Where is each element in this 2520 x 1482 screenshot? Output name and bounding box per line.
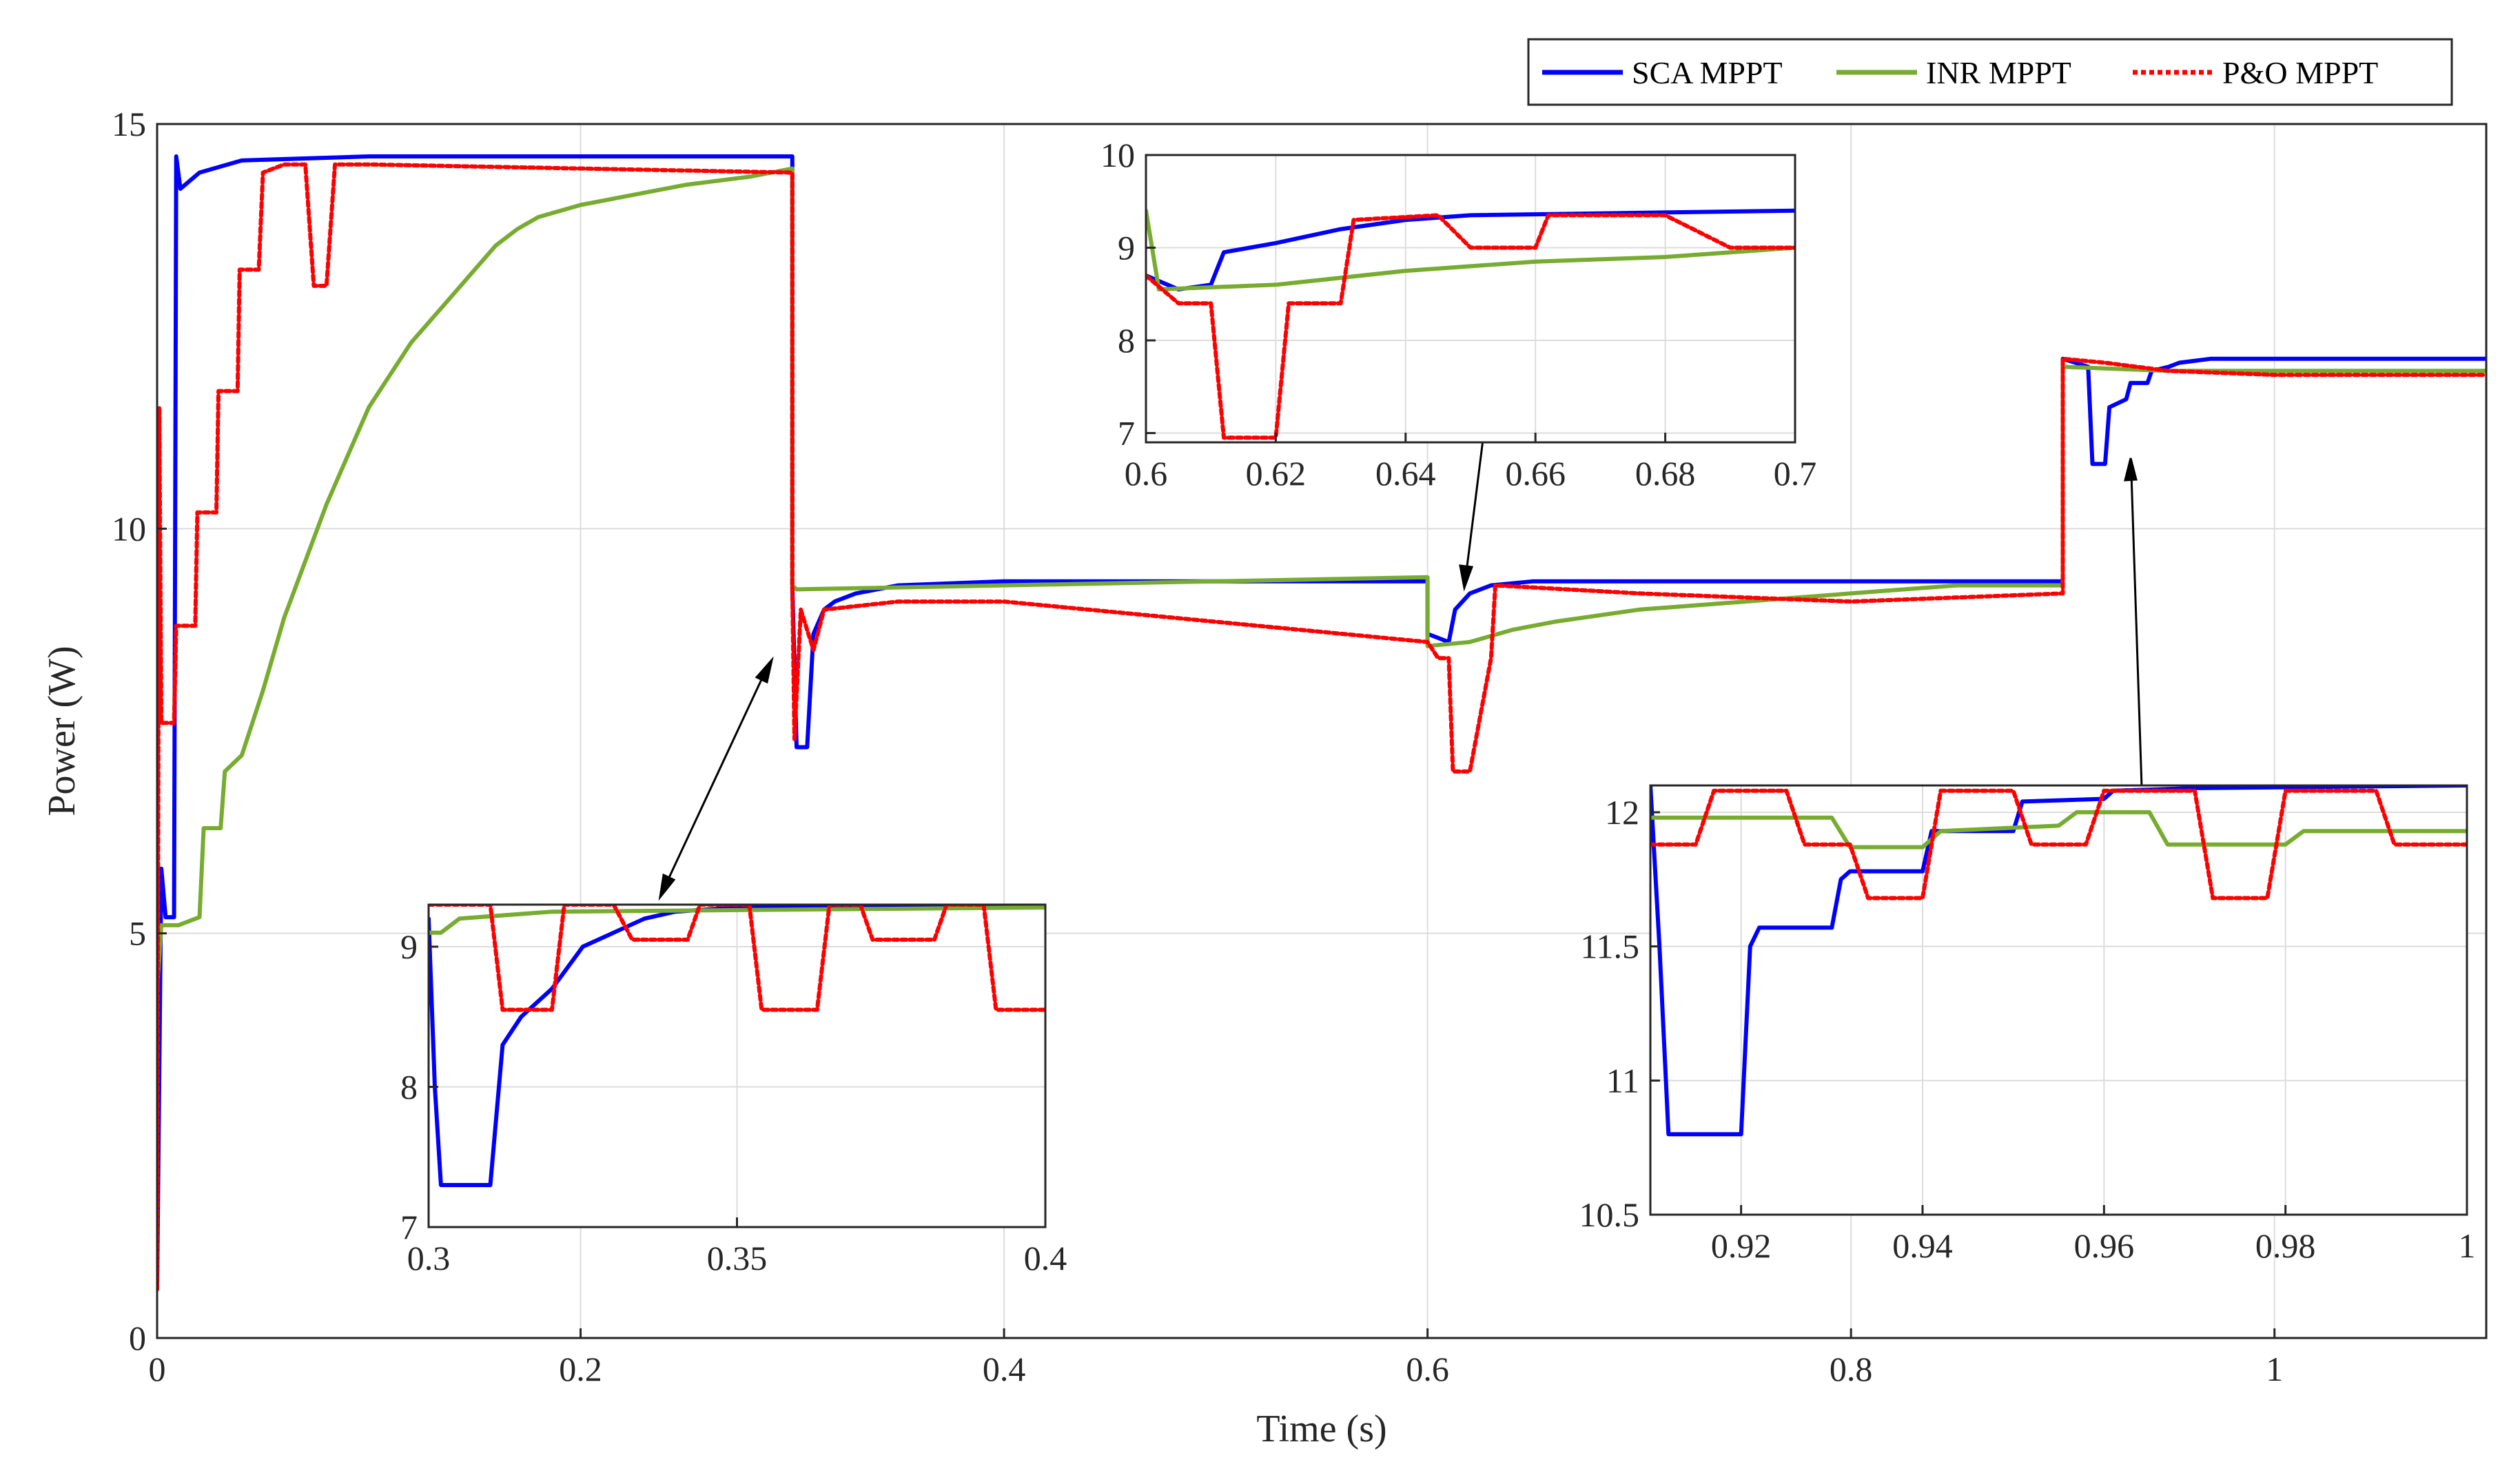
legend: SCA MPPT INR MPPT P&O MPPT xyxy=(1527,38,2453,106)
main-series-group xyxy=(157,154,2486,1292)
inset-3-x-tick-label: 0.96 xyxy=(2074,1226,2135,1265)
inset-plot-3: 0.92 0.94 0.96 0.98 1 10.5 11 11.5 12 xyxy=(1579,784,2476,1265)
inset-2-series-group xyxy=(1146,208,1795,440)
inset-2-x-tick-label: 0.64 xyxy=(1375,454,1436,493)
inset-2-series-line-po-mppt xyxy=(1146,213,1795,440)
inset-2-ticks: 0.6 0.62 0.64 0.66 0.68 0.7 7 8 9 10 xyxy=(1100,136,1816,493)
legend-label-inr: INR MPPT xyxy=(1926,55,2071,90)
inset-1-y-tick-label: 9 xyxy=(400,927,418,966)
main-y-tick-label: 0 xyxy=(129,1319,146,1357)
inset-3-series-line-inr-mppt xyxy=(1650,810,2467,850)
inset-1-series-line-po-mppt xyxy=(429,905,1045,1012)
main-x-tick-label: 0 xyxy=(149,1350,166,1388)
inset-1-x-tick-label: 0.35 xyxy=(707,1239,768,1277)
inset-2-frame xyxy=(1145,154,1796,444)
inset-3-ticks: 0.92 0.94 0.96 0.98 1 10.5 11 11.5 12 xyxy=(1579,793,2476,1265)
zoom-arrow-1 xyxy=(658,656,774,901)
inset-1-ticks: 0.3 0.35 0.4 7 8 9 xyxy=(400,927,1067,1277)
main-x-tick-label: 0.4 xyxy=(983,1350,1026,1388)
main-x-tick-label: 0.6 xyxy=(1406,1350,1449,1388)
inset-2-x-tick-label: 0.68 xyxy=(1635,454,1696,493)
inset-1-x-tick-label: 0.3 xyxy=(407,1239,451,1277)
inset-3-x-tick-label: 0.94 xyxy=(1892,1226,1953,1265)
main-series-line-inr-mppt xyxy=(157,166,2486,992)
main-y-tick-label: 5 xyxy=(129,914,146,953)
inset-3-background xyxy=(1650,785,2467,1215)
main-x-tick-label: 0.2 xyxy=(559,1350,602,1388)
inset-3-y-tick-label: 12 xyxy=(1605,793,1639,832)
inset-2-series-line-inr-mppt xyxy=(1146,208,1795,291)
inset-3-series-line-sca-mppt xyxy=(1650,785,2467,1137)
main-y-tick-label: 15 xyxy=(112,105,146,143)
inset-1-y-tick-label: 8 xyxy=(400,1068,418,1107)
inset-3-x-tick-label: 0.98 xyxy=(2255,1226,2316,1265)
inset-plot-1: 0.3 0.35 0.4 7 8 9 xyxy=(400,903,1067,1277)
inset-3-y-tick-label: 10.5 xyxy=(1579,1195,1640,1234)
inset-2-y-tick-label: 10 xyxy=(1100,136,1135,174)
main-x-tick-label: 1 xyxy=(2266,1350,2283,1388)
main-series-line-po-mppt xyxy=(157,162,2486,1292)
inset-3-series-group xyxy=(1650,785,2467,1137)
inset-1-series-line-inr-mppt xyxy=(429,905,1045,935)
inset-2-x-tick-label: 0.62 xyxy=(1246,454,1307,493)
inset-3-x-tick-label: 1 xyxy=(2459,1226,2476,1265)
inset-3-y-tick-label: 11.5 xyxy=(1580,927,1639,966)
inset-3-frame xyxy=(1649,784,2468,1216)
inset-2-x-tick-label: 0.66 xyxy=(1505,454,1566,493)
x-axis-title: Time (s) xyxy=(1256,1408,1386,1450)
main-x-tick-label: 0.8 xyxy=(1830,1350,1873,1388)
inset-3-x-tick-label: 0.92 xyxy=(1711,1226,1772,1265)
legend-box xyxy=(1527,38,2453,106)
inset-1-series-group xyxy=(429,905,1045,1187)
inset-1-x-tick-label: 0.4 xyxy=(1024,1239,1067,1277)
inset-plot-2: 0.6 0.62 0.64 0.66 0.68 0.7 7 8 9 10 xyxy=(1100,136,1816,493)
inset-3-series-line-po-mppt xyxy=(1650,788,2467,900)
inset-2-x-tick-label: 0.6 xyxy=(1125,454,1168,493)
inset-2-background xyxy=(1146,155,1795,442)
main-y-tick-label: 10 xyxy=(112,509,146,548)
inset-2-y-tick-label: 8 xyxy=(1118,321,1135,360)
inset-2-x-tick-label: 0.7 xyxy=(1774,454,1817,493)
legend-label-po: P&O MPPT xyxy=(2222,55,2378,90)
inset-2-y-tick-label: 7 xyxy=(1118,414,1135,453)
main-plot-frame xyxy=(156,123,2488,1339)
inset-2-y-tick-label: 9 xyxy=(1118,229,1135,267)
inset-1-y-tick-label: 7 xyxy=(400,1208,418,1246)
legend-label-sca: SCA MPPT xyxy=(1632,55,1783,90)
y-axis-title: Power (W) xyxy=(41,646,83,816)
inset-3-y-tick-label: 11 xyxy=(1606,1061,1639,1100)
